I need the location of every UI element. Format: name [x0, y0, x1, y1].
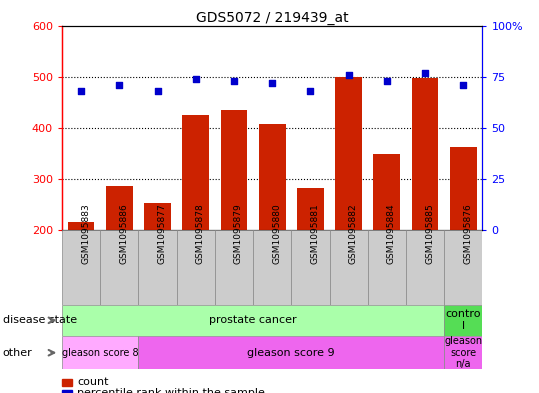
Bar: [62, 336, 139, 369]
Bar: [335, 77, 362, 332]
Bar: [253, 230, 291, 305]
Bar: [374, 154, 400, 332]
Text: GSM1095878: GSM1095878: [196, 203, 205, 264]
Bar: [368, 230, 406, 305]
Point: [230, 77, 238, 84]
Text: GSM1095880: GSM1095880: [272, 203, 281, 264]
Text: gleason
score
n/a: gleason score n/a: [444, 336, 482, 369]
Text: GSM1095885: GSM1095885: [425, 203, 434, 264]
Bar: [182, 115, 209, 332]
Point: [268, 80, 277, 86]
Bar: [444, 305, 482, 336]
Point: [459, 82, 468, 88]
Text: prostate cancer: prostate cancer: [209, 315, 297, 325]
Bar: [144, 203, 171, 332]
Text: GSM1095879: GSM1095879: [234, 203, 243, 264]
Bar: [259, 124, 286, 332]
Point: [383, 77, 391, 84]
Bar: [177, 230, 215, 305]
Text: gleason score 8: gleason score 8: [62, 348, 139, 358]
Point: [77, 88, 85, 94]
Text: GSM1095884: GSM1095884: [387, 203, 396, 264]
Point: [306, 88, 315, 94]
Point: [344, 72, 353, 78]
Text: percentile rank within the sample: percentile rank within the sample: [77, 388, 265, 393]
Bar: [412, 78, 438, 332]
Text: GSM1095883: GSM1095883: [81, 203, 90, 264]
Bar: [297, 188, 324, 332]
Bar: [291, 230, 329, 305]
Text: GSM1095876: GSM1095876: [464, 203, 472, 264]
Bar: [406, 230, 444, 305]
Bar: [139, 230, 177, 305]
Point: [421, 70, 430, 76]
Bar: [62, 230, 100, 305]
Text: contro
l: contro l: [446, 310, 481, 331]
Bar: [444, 230, 482, 305]
Bar: [329, 230, 368, 305]
Bar: [68, 222, 94, 332]
Text: other: other: [3, 348, 32, 358]
Text: GSM1095882: GSM1095882: [349, 203, 358, 264]
Text: GSM1095877: GSM1095877: [157, 203, 167, 264]
Title: GDS5072 / 219439_at: GDS5072 / 219439_at: [196, 11, 349, 24]
Text: gleason score 9: gleason score 9: [247, 348, 335, 358]
Text: GSM1095886: GSM1095886: [119, 203, 128, 264]
Bar: [444, 336, 482, 369]
Text: GSM1095881: GSM1095881: [310, 203, 320, 264]
Text: count: count: [77, 377, 108, 387]
Bar: [450, 147, 476, 332]
Point: [115, 82, 123, 88]
Point: [153, 88, 162, 94]
Bar: [215, 230, 253, 305]
Bar: [100, 230, 139, 305]
Bar: [220, 110, 247, 332]
Point: [191, 75, 200, 82]
Bar: [106, 186, 133, 332]
Text: disease state: disease state: [3, 315, 77, 325]
Bar: [139, 336, 444, 369]
